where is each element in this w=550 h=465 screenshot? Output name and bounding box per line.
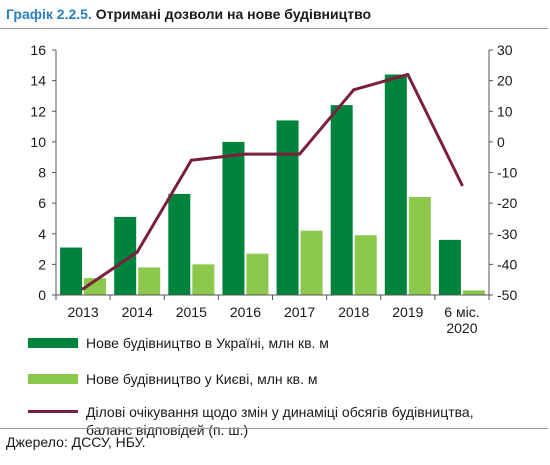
x-tick-label-1: 2014 [122,304,153,320]
line-point-1 [135,250,139,254]
x-tick-label-0: 2013 [67,304,98,320]
legend-item-kyiv-swatch [28,374,78,384]
y-right-tick-label-5: 0 [497,134,505,150]
y-right-tick-label-4: -10 [497,165,517,181]
bar-kyiv-0 [84,278,107,295]
y-left-tick-label-4: 8 [38,165,46,181]
y-left-tick-label-0: 0 [38,287,46,303]
legend-item-expectations-swatch [28,410,78,413]
y-right-tick-label-6: 10 [497,103,513,119]
line-point-6 [406,73,410,76]
x-tick-label-7: 6 міс. 2020 [444,304,479,336]
line-point-7 [460,183,464,187]
y-right-tick-label-7: 20 [497,73,513,89]
bar-kyiv-2 [192,264,215,295]
bar-ukraine-2 [168,193,191,295]
figure-title: Отримані дозволи на нове будівництво [95,6,372,22]
y-left-tick-label-2: 4 [38,226,46,242]
line-point-4 [298,152,302,156]
x-tick-label-3: 2016 [230,304,261,320]
y-left-tick-label-8: 16 [30,42,46,58]
figure-number: Графік 2.2.5. [6,6,92,22]
legend-item-kyiv-label: Нове будівництво у Києві, млн кв. м [86,371,318,387]
legend-item-ukraine-label: Нове будівництво в Україні, млн кв. м [86,335,329,351]
line-point-2 [189,158,193,162]
legend-item-expectations-label: Ділові очікування щодо змін у динаміці о… [86,404,474,438]
bar-kyiv-7 [462,290,485,295]
y-right-tick-label-1: -40 [497,256,517,272]
y-right-tick-label-3: -20 [497,195,517,211]
bar-ukraine-7 [438,239,461,295]
source-divider [0,428,548,429]
chart-title: Графік 2.2.5. Отримані дозволи на нове б… [6,6,371,22]
y-left-tick-label-7: 14 [30,73,46,89]
line-point-5 [352,88,356,92]
line-point-3 [243,152,247,156]
bar-kyiv-5 [354,235,377,295]
bar-ukraine-6 [384,74,407,295]
bar-ukraine-5 [330,105,353,295]
y-right-tick-label-8: 30 [497,42,513,58]
line-expectations [81,73,464,291]
bar-kyiv-1 [138,267,161,295]
bar-ukraine-1 [114,216,137,295]
y-left-tick-label-1: 2 [38,256,46,272]
bar-kyiv-6 [408,197,431,295]
x-tick-label-4: 2017 [284,304,315,320]
bar-ukraine-0 [60,247,83,295]
y-left-tick-label-6: 12 [30,103,46,119]
legend-item-ukraine-swatch [28,338,78,348]
y-left-tick-label-5: 10 [30,134,46,150]
y-right-tick-label-0: -50 [497,287,517,303]
y-right-tick-label-2: -30 [497,226,517,242]
title-divider [0,28,548,29]
x-tick-label-5: 2018 [338,304,369,320]
x-tick-label-6: 2019 [392,304,423,320]
bar-ukraine-3 [222,141,245,295]
source-note: Джерело: ДССУ, НБУ. [6,434,146,450]
bar-ukraine-4 [276,120,299,295]
bar-kyiv-4 [300,230,323,295]
y-left-tick-label-3: 6 [38,195,46,211]
x-tick-label-2: 2015 [176,304,207,320]
line-point-0 [81,287,85,291]
chart: 0 2 4 6 8 10 12 14 16 -50 -40 -30 -20 -10 0 10 20 30 2013 2… [30,42,517,336]
bar-kyiv-3 [246,253,269,295]
